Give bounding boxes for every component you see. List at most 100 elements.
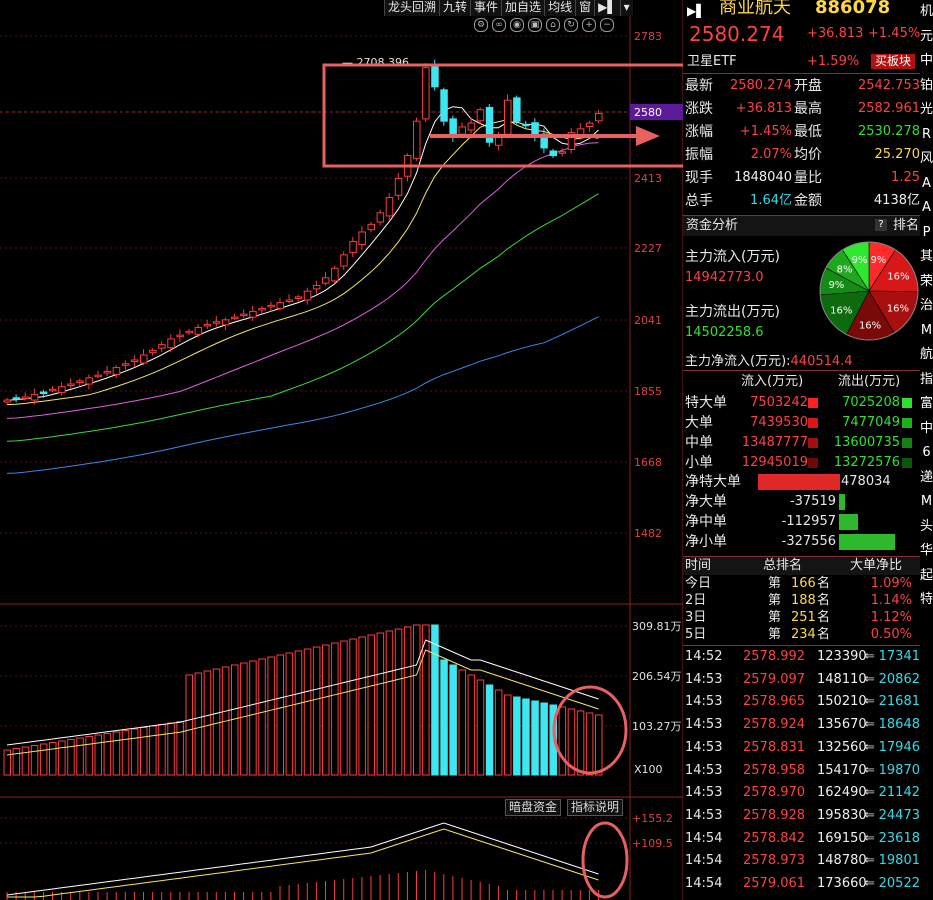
main-net-label: 主力净流入(万元): <box>685 354 791 369</box>
tick-volume: 162490 <box>817 785 867 801</box>
volume-bar <box>85 736 93 776</box>
rank-ratio: 0.50% <box>870 627 912 642</box>
net-label: 净中单 <box>685 514 727 530</box>
side-strip-char[interactable]: 铂 <box>920 77 933 93</box>
side-strip-char[interactable]: 荣 <box>920 273 933 289</box>
toolbar-window-button[interactable]: 窗 <box>575 0 594 16</box>
toolbar-export-icon[interactable]: ▶▌ <box>594 0 619 16</box>
candle-body <box>449 118 457 137</box>
main-outflow-value: 14502258.6 <box>685 325 764 340</box>
side-strip-char[interactable]: M <box>920 494 933 509</box>
rank-total-header: 总排名 <box>763 558 803 573</box>
settings-icon[interactable]: ⚙ <box>474 18 488 32</box>
tick-row[interactable]: 14:53 2579.097 148110 ⇐ 20862 <box>683 670 920 690</box>
link-icon[interactable]: ∞ <box>492 18 506 32</box>
side-strip-char[interactable]: R <box>921 126 932 142</box>
rank-link[interactable]: 排名 <box>893 218 920 233</box>
side-strip-char[interactable]: 6 <box>922 445 931 460</box>
volume-bar <box>413 624 421 776</box>
side-strip-char[interactable]: M <box>920 322 933 338</box>
price-axis-label: 2413 <box>634 172 662 185</box>
lock-icon[interactable]: ▣ <box>528 18 542 32</box>
help-icon[interactable]: ? <box>875 219 887 231</box>
tick-row[interactable]: 14:54 2578.973 148780 ⇐ 19801 <box>683 851 920 871</box>
volume-bar <box>431 624 439 776</box>
sync-icon[interactable]: ↻ <box>564 18 578 32</box>
pie-label: 9% <box>852 255 868 266</box>
side-strip-char[interactable]: 指 <box>920 371 933 387</box>
zoom-out-icon[interactable]: − <box>600 18 614 32</box>
side-strip-char[interactable]: 机 <box>920 4 933 19</box>
tick-row[interactable]: 14:52 2578.992 123390 ⇐ 17341 <box>683 647 920 667</box>
panel-header: ▶▌ 商业航天 886078 <box>683 0 920 22</box>
side-strip-char[interactable]: 治 <box>920 298 933 313</box>
tick-price: 2578.928 <box>743 807 806 823</box>
side-strip-char[interactable]: 富 <box>920 396 933 411</box>
trash-icon[interactable]: ⌂ <box>546 18 560 32</box>
side-strip-char[interactable]: 中 <box>920 53 933 68</box>
tick-row[interactable]: 14:53 2578.831 132560 ⇐ 17946 <box>683 738 920 758</box>
rank-post: 名 <box>817 610 831 625</box>
outflow-swatch <box>902 418 912 428</box>
side-strip-char[interactable]: 中 <box>920 420 933 436</box>
tick-row[interactable]: 14:53 2578.924 135670 ⇐ 18648 <box>683 715 920 735</box>
flow-table-header: 流入(万元) 流出(万元) <box>683 372 920 392</box>
side-strip-char[interactable]: 递 <box>920 469 933 485</box>
toolbar-dropdown-icon[interactable]: ▾ <box>619 0 633 16</box>
side-strip-char[interactable]: 元 <box>920 28 933 44</box>
side-strip-char[interactable]: 光 <box>920 102 933 117</box>
buy-sector-button[interactable]: 买板块 <box>871 54 916 69</box>
toolbar-ma-button[interactable]: 均线 <box>544 0 575 16</box>
price-axis-label: 2783 <box>634 30 662 43</box>
tick-row[interactable]: 14:53 2578.958 154170 ⇐ 19870 <box>683 761 920 781</box>
candle-body <box>513 97 521 122</box>
main-inflow-label: 主力流入(万元) <box>685 249 780 265</box>
pie-label: 16% <box>830 305 852 316</box>
toolbar-add-watchlist-button[interactable]: 加自选 <box>501 0 544 16</box>
tick-row[interactable]: 14:54 2578.842 169150 ⇐ 23618 <box>683 829 920 849</box>
tick-arrow-icon: ⇐ <box>864 717 875 733</box>
quote-label: 振幅 <box>685 147 713 163</box>
flow-out-value: 7025208 <box>842 395 900 410</box>
candle-body <box>103 370 112 374</box>
tick-row[interactable]: 14:54 2579.061 173660 ⇐ 20522 <box>683 874 920 894</box>
candle-body <box>276 302 284 309</box>
quote-row: 最新 2580.274 开盘 2542.753 <box>683 76 920 96</box>
toolbar-dragon-head-button[interactable]: 龙头回溯 <box>384 0 439 16</box>
flow-row: 中单 13487777 13600735 <box>683 433 920 453</box>
rank-ratio: 1.14% <box>870 593 912 608</box>
kline-chart-area[interactable]: 2783 2413 2227 2041 1855 1668 1482 2580 309.81万 2… <box>0 0 683 900</box>
side-strip-char[interactable]: 风 <box>920 151 933 166</box>
net-flow-bar <box>839 534 895 550</box>
volume-bar <box>49 742 57 776</box>
side-strip-char[interactable]: 华 <box>920 543 933 558</box>
eye-icon[interactable]: ◉ <box>510 18 524 32</box>
rank-row: 3日 第 251 名 1.12% <box>683 609 920 626</box>
tick-price: 2578.965 <box>743 694 806 710</box>
tick-price: 2578.924 <box>743 717 806 733</box>
etf-name[interactable]: 卫星ETF <box>687 54 737 69</box>
price-header: 2580.274 +36.813 +1.45% <box>683 24 920 48</box>
side-strip-char[interactable]: 航 <box>920 347 933 362</box>
side-strip-char[interactable]: A <box>922 200 931 215</box>
tick-row[interactable]: 14:53 2578.965 150210 ⇐ 21681 <box>683 692 920 712</box>
side-strip-char[interactable]: 头 <box>920 518 933 534</box>
indicator-help-button[interactable]: 指标说明 <box>567 799 624 816</box>
tick-row[interactable]: 14:53 2578.970 162490 ⇐ 21142 <box>683 783 920 803</box>
tick-time: 14:53 <box>685 785 723 801</box>
candle-body <box>94 374 102 378</box>
tick-row[interactable]: 14:53 2578.928 195830 ⇐ 24473 <box>683 806 920 826</box>
dark-pool-funds-button[interactable]: 暗盘资金 <box>505 799 562 816</box>
rank-pre: 第 <box>768 576 782 591</box>
side-strip-char[interactable]: 其 <box>920 249 933 264</box>
quote-label: 均价 <box>794 147 822 163</box>
side-strip-char[interactable]: 起 <box>920 567 933 583</box>
toolbar-event-button[interactable]: 事件 <box>470 0 501 16</box>
zoom-in-icon[interactable]: + <box>582 18 596 32</box>
side-strip-char[interactable]: P <box>922 224 931 240</box>
side-strip-char[interactable]: 特 <box>920 592 933 607</box>
side-strip-char[interactable]: A <box>922 175 931 191</box>
net-value: -327556 <box>781 534 836 549</box>
collapse-icon[interactable]: ▶▌ <box>687 4 706 18</box>
toolbar-nine-turn-button[interactable]: 九转 <box>439 0 470 16</box>
